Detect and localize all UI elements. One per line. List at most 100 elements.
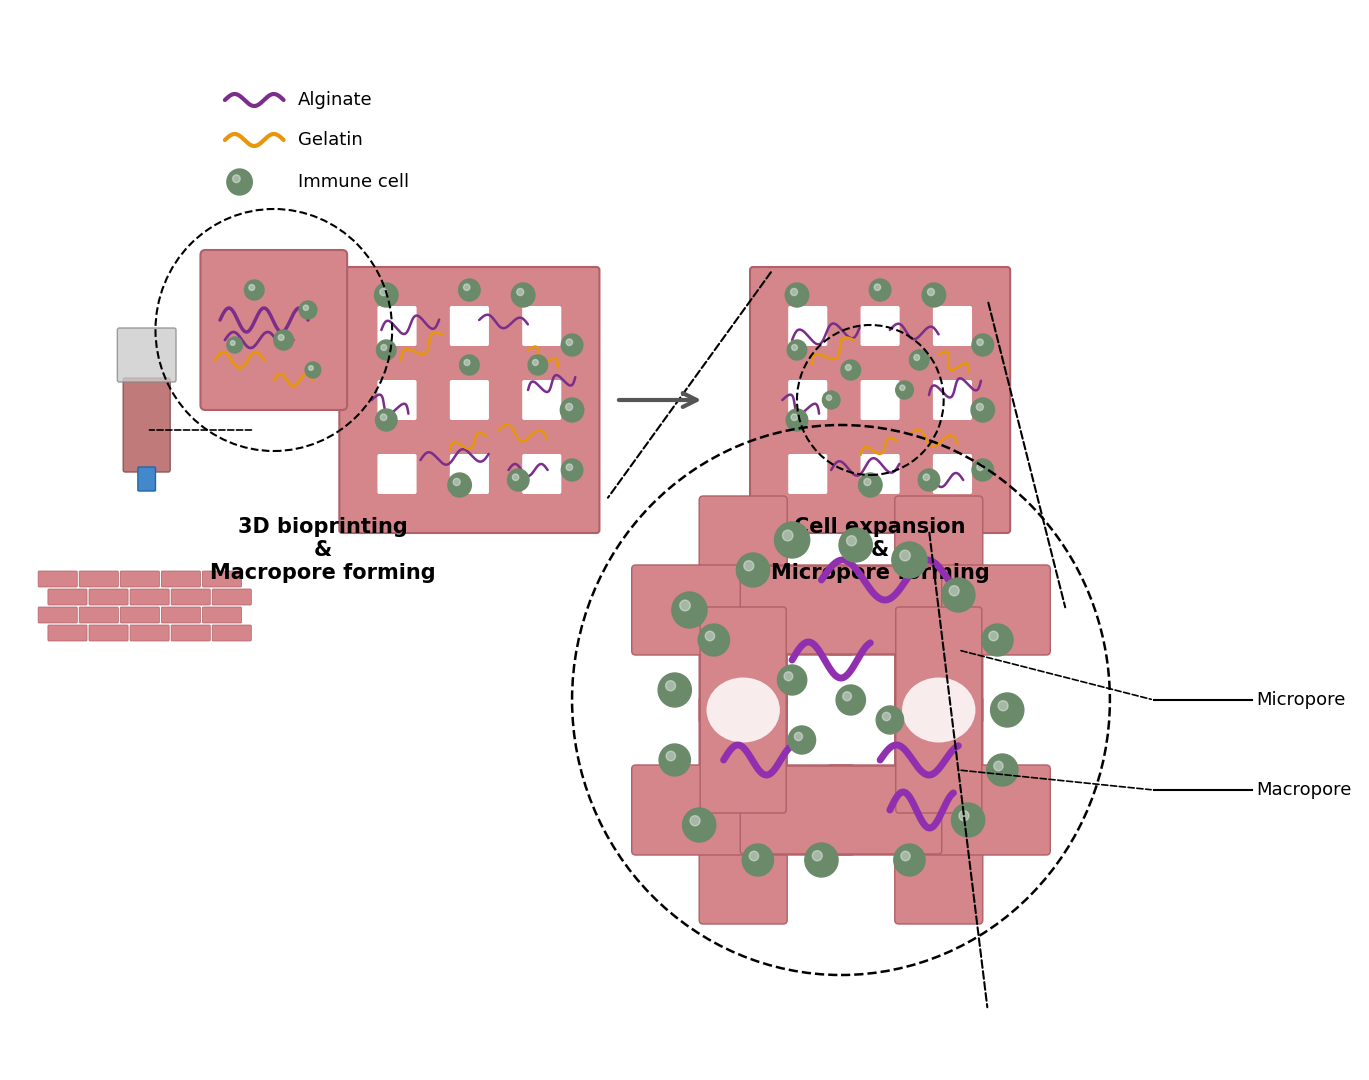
Circle shape: [375, 283, 398, 307]
Circle shape: [233, 175, 240, 183]
Circle shape: [567, 339, 572, 346]
Circle shape: [988, 631, 998, 640]
Circle shape: [919, 469, 939, 491]
Circle shape: [991, 693, 1024, 727]
Circle shape: [742, 843, 773, 876]
FancyBboxPatch shape: [789, 380, 827, 420]
FancyBboxPatch shape: [120, 607, 159, 623]
Circle shape: [843, 692, 852, 701]
Circle shape: [923, 474, 930, 481]
Circle shape: [381, 345, 387, 351]
Circle shape: [683, 808, 716, 842]
Circle shape: [894, 843, 925, 876]
FancyBboxPatch shape: [895, 496, 983, 724]
Circle shape: [512, 283, 535, 307]
Circle shape: [977, 464, 983, 471]
FancyBboxPatch shape: [932, 454, 972, 494]
FancyBboxPatch shape: [861, 380, 899, 420]
Circle shape: [901, 851, 910, 861]
Circle shape: [667, 752, 675, 760]
Circle shape: [459, 279, 481, 301]
Circle shape: [227, 168, 252, 195]
Circle shape: [951, 804, 984, 837]
FancyBboxPatch shape: [162, 607, 200, 623]
Circle shape: [274, 330, 293, 350]
FancyBboxPatch shape: [631, 565, 854, 654]
Circle shape: [690, 815, 700, 826]
Circle shape: [453, 478, 460, 486]
FancyBboxPatch shape: [932, 380, 972, 420]
FancyBboxPatch shape: [79, 571, 118, 588]
Circle shape: [512, 474, 519, 481]
Circle shape: [775, 522, 809, 558]
Circle shape: [381, 414, 387, 420]
Circle shape: [305, 362, 320, 378]
Circle shape: [846, 365, 852, 370]
Circle shape: [680, 600, 690, 611]
Circle shape: [927, 288, 935, 296]
Circle shape: [949, 585, 960, 596]
Circle shape: [665, 680, 675, 691]
Circle shape: [891, 542, 927, 578]
Circle shape: [508, 469, 528, 491]
Circle shape: [787, 340, 806, 360]
Circle shape: [977, 339, 983, 346]
FancyBboxPatch shape: [741, 566, 942, 654]
Circle shape: [895, 381, 913, 399]
Circle shape: [972, 334, 994, 356]
Circle shape: [839, 528, 872, 562]
Circle shape: [705, 631, 715, 640]
Circle shape: [786, 409, 808, 431]
Circle shape: [249, 284, 255, 291]
Circle shape: [875, 284, 880, 291]
Ellipse shape: [706, 677, 780, 743]
Circle shape: [923, 283, 946, 307]
FancyBboxPatch shape: [212, 589, 252, 605]
Circle shape: [672, 592, 706, 627]
Circle shape: [658, 744, 690, 777]
FancyBboxPatch shape: [861, 454, 899, 494]
Circle shape: [561, 459, 583, 481]
Circle shape: [783, 530, 793, 541]
Circle shape: [971, 399, 994, 422]
Circle shape: [786, 283, 809, 307]
Circle shape: [698, 624, 730, 656]
FancyBboxPatch shape: [120, 571, 159, 588]
Circle shape: [227, 337, 242, 353]
Circle shape: [972, 459, 994, 481]
Circle shape: [230, 340, 235, 346]
FancyBboxPatch shape: [700, 696, 787, 924]
Circle shape: [836, 685, 865, 715]
FancyBboxPatch shape: [700, 496, 787, 724]
Circle shape: [791, 414, 798, 420]
Circle shape: [914, 354, 920, 361]
Circle shape: [805, 843, 838, 877]
FancyBboxPatch shape: [130, 625, 170, 642]
Circle shape: [883, 713, 891, 720]
Circle shape: [858, 473, 882, 497]
Circle shape: [823, 391, 841, 409]
Circle shape: [303, 305, 308, 310]
FancyBboxPatch shape: [789, 306, 827, 346]
Circle shape: [533, 360, 538, 365]
Circle shape: [791, 345, 798, 351]
Circle shape: [737, 553, 769, 588]
Circle shape: [743, 561, 754, 571]
FancyBboxPatch shape: [89, 589, 129, 605]
FancyBboxPatch shape: [450, 454, 489, 494]
Circle shape: [841, 360, 861, 380]
Circle shape: [308, 366, 314, 370]
FancyBboxPatch shape: [212, 625, 252, 642]
Circle shape: [565, 404, 572, 410]
Circle shape: [909, 350, 930, 370]
FancyBboxPatch shape: [200, 249, 348, 410]
FancyBboxPatch shape: [895, 607, 982, 813]
FancyBboxPatch shape: [378, 380, 416, 420]
FancyBboxPatch shape: [38, 607, 77, 623]
FancyBboxPatch shape: [79, 607, 118, 623]
Ellipse shape: [902, 677, 976, 743]
FancyBboxPatch shape: [203, 571, 241, 588]
Circle shape: [464, 284, 470, 291]
Circle shape: [245, 280, 264, 300]
Circle shape: [876, 706, 904, 734]
